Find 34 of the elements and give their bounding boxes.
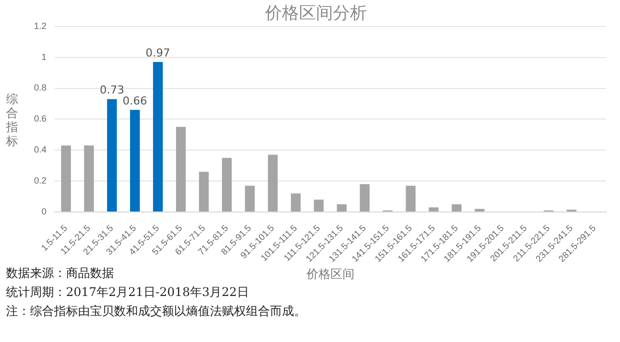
- data-label: 0.97: [146, 46, 170, 60]
- bar: [360, 184, 370, 212]
- bar: [336, 204, 347, 212]
- chart-title: 价格区间分析: [264, 4, 367, 24]
- y-tick-label: 0.8: [34, 82, 47, 93]
- y-tick-label: 1: [41, 52, 47, 62]
- bar: [61, 145, 71, 212]
- bar: [244, 186, 255, 212]
- y-axis-title: 综合指标: [6, 92, 19, 148]
- y-tick-label: 1.2: [34, 20, 47, 31]
- bar: [107, 99, 117, 212]
- bar: [290, 193, 301, 212]
- bar: [130, 110, 140, 212]
- text: 统计周期：2017年2月21日-2018年3月22日: [6, 284, 250, 301]
- bar: [153, 62, 163, 212]
- data-label: 0.66: [122, 94, 148, 108]
- bar: [474, 208, 484, 212]
- bar: [428, 207, 439, 212]
- bar: [84, 145, 94, 212]
- bar: [268, 154, 278, 212]
- y-tick-label: 0.4: [34, 144, 47, 155]
- y-tick-label: 0.2: [34, 176, 47, 186]
- bar: [222, 158, 232, 212]
- x-axis-title: 价格区间: [305, 267, 354, 282]
- y-tick-label: 0.6: [34, 114, 47, 124]
- bar: [406, 186, 416, 212]
- y-tick-label: 0: [41, 206, 47, 216]
- bar: [314, 200, 324, 212]
- bar: [452, 204, 462, 212]
- source-note: 数据来源：商品数据: [6, 265, 115, 282]
- text: 注：综合指标由宝贝数和成交额以熵值法赋权组合而成。: [6, 303, 306, 320]
- bar: [198, 172, 209, 212]
- bar: [176, 126, 186, 212]
- data-label: 0.73: [100, 83, 124, 96]
